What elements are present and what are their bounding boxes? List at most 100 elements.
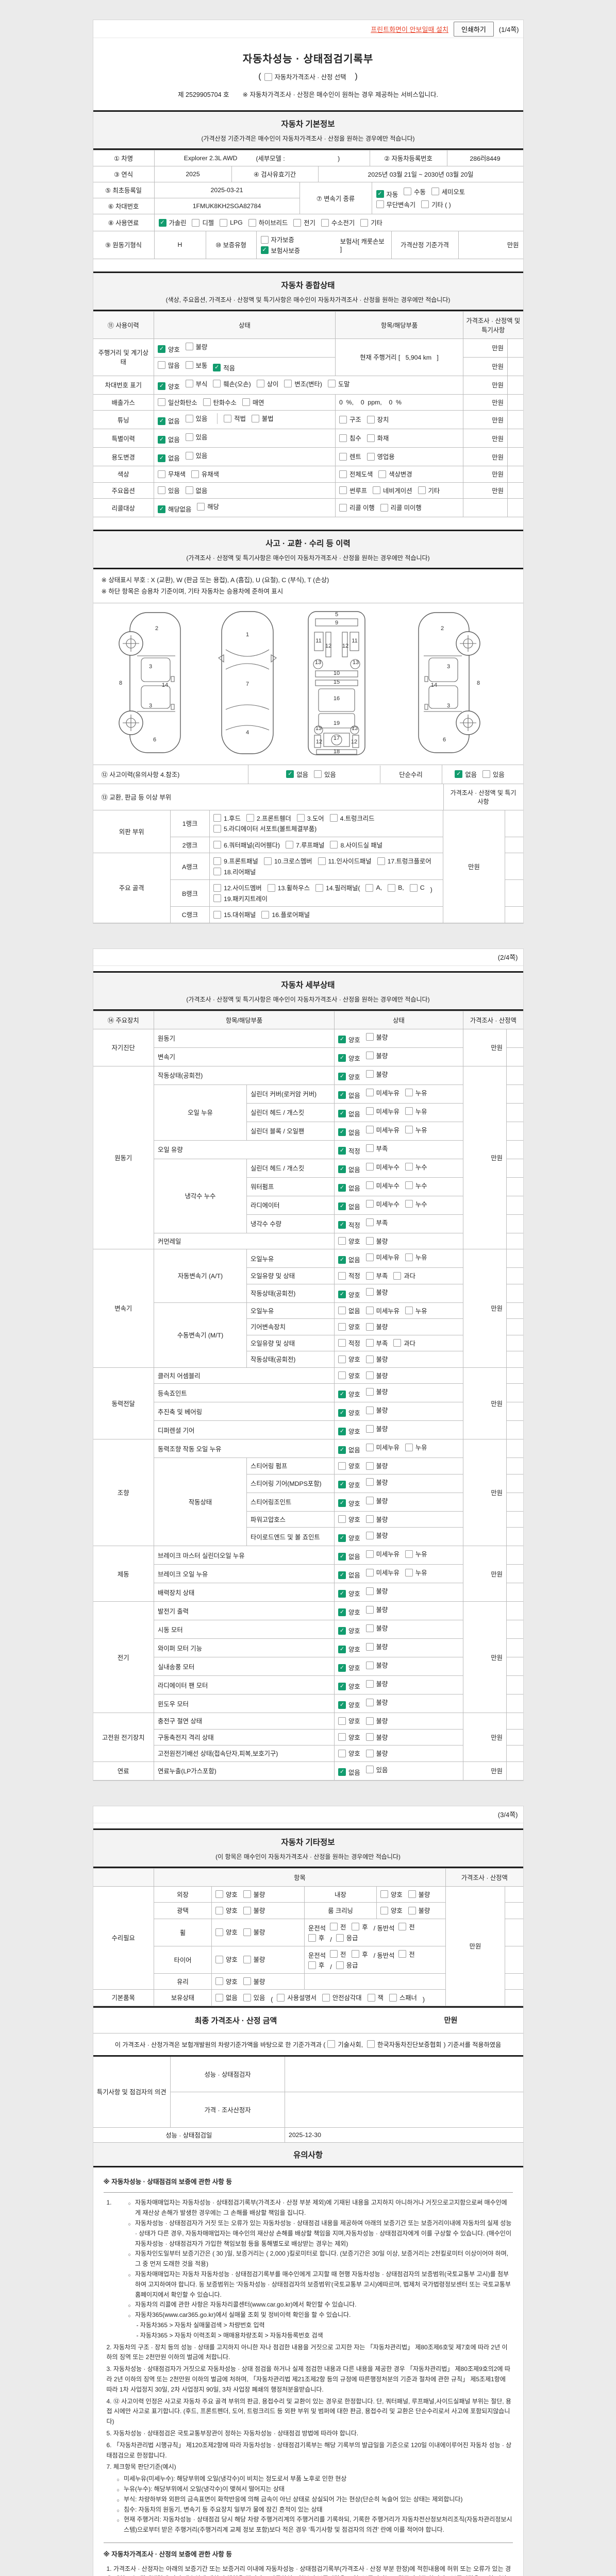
checkbox[interactable]: ✓ 양호 bbox=[338, 1663, 360, 1672]
checkbox[interactable]: 불량 bbox=[365, 1405, 388, 1415]
checkbox-option[interactable]: 수소전기 bbox=[321, 218, 355, 227]
checkbox[interactable]: 전 bbox=[329, 1922, 346, 1931]
checkbox[interactable]: ✓ 양호 bbox=[338, 1682, 360, 1691]
checkbox[interactable]: 미세누수 bbox=[365, 1199, 399, 1209]
checkbox[interactable]: 상이 bbox=[256, 379, 278, 388]
checkbox[interactable]: 10.크로스멤버 bbox=[263, 856, 312, 866]
checkbox[interactable]: 15.대쉬패널 bbox=[213, 910, 256, 919]
checkbox[interactable]: 불량 bbox=[365, 1531, 388, 1540]
checkbox[interactable]: 영업용 bbox=[367, 452, 395, 461]
checkbox[interactable]: 13.휠하우스 bbox=[267, 883, 310, 892]
checkbox[interactable]: 불량 bbox=[365, 1424, 388, 1433]
checkbox[interactable]: 불량 bbox=[365, 1287, 388, 1297]
checkbox[interactable]: 6.쿼터패널(리어휀다) bbox=[213, 840, 280, 850]
checkbox[interactable]: 불량 bbox=[365, 1387, 388, 1396]
checkbox[interactable]: 기타 bbox=[418, 486, 440, 495]
checkbox[interactable]: ✓ 양호 bbox=[338, 1700, 360, 1709]
checkbox[interactable]: 부식 bbox=[185, 379, 207, 388]
checkbox[interactable]: 18.리어패널 bbox=[213, 867, 256, 876]
checkbox[interactable]: 누유 bbox=[405, 1088, 427, 1097]
checkbox[interactable]: 미세누유 bbox=[365, 1549, 399, 1558]
checkbox[interactable]: ✓ 양호 bbox=[338, 1389, 360, 1399]
checkbox[interactable]: ✓ 없음 bbox=[338, 1183, 360, 1193]
checkbox[interactable]: 불량 bbox=[365, 1679, 388, 1688]
checkbox[interactable]: 양호 bbox=[338, 1749, 360, 1758]
checkbox[interactable]: 후 bbox=[308, 1933, 324, 1942]
checkbox[interactable]: ✓ 없음 bbox=[338, 1091, 360, 1100]
checkbox[interactable]: 누유 bbox=[405, 1107, 427, 1116]
checkbox[interactable]: 16.플로어패널 bbox=[261, 910, 310, 919]
checkbox[interactable]: 불량 bbox=[365, 1461, 388, 1470]
checkbox[interactable]: ✓ 양호 bbox=[158, 345, 180, 354]
checkbox[interactable]: 미세누유 bbox=[365, 1252, 399, 1262]
checkbox[interactable]: 8.사이드실 패널 bbox=[330, 840, 382, 850]
checkbox[interactable]: 부족 bbox=[365, 1144, 388, 1153]
checkbox-option[interactable]: 전기 bbox=[293, 218, 315, 227]
checkbox[interactable]: 장치 bbox=[367, 415, 389, 424]
checkbox[interactable]: 있음 bbox=[185, 451, 207, 460]
checkbox[interactable]: ✓ 양호 bbox=[338, 1290, 360, 1299]
checkbox-option[interactable]: 세미오토 bbox=[431, 187, 465, 196]
checkbox[interactable]: 전체도색 bbox=[339, 469, 373, 479]
checkbox[interactable]: ✓ 없음 bbox=[338, 1768, 360, 1777]
checkbox[interactable]: ✓ 없음 bbox=[158, 435, 180, 444]
checkbox[interactable]: 양호 bbox=[215, 1906, 238, 1915]
checkbox[interactable]: 사용설명서 bbox=[277, 1993, 317, 2002]
checkbox[interactable]: ✓ 없음 bbox=[338, 1255, 360, 1264]
checkbox[interactable]: ✓ 없음 bbox=[338, 1165, 360, 1174]
checkbox[interactable]: 불량 bbox=[365, 1660, 388, 1670]
checkbox-option[interactable]: ✓ 없음 bbox=[455, 770, 477, 779]
checkbox[interactable]: 불량 bbox=[365, 1623, 388, 1633]
checkbox[interactable]: ✓ 양호 bbox=[338, 1607, 360, 1617]
checkbox[interactable]: 미세누유 bbox=[365, 1306, 399, 1315]
checkbox[interactable]: 누수 bbox=[405, 1199, 427, 1209]
checkbox[interactable]: 훼손(오손) bbox=[213, 379, 251, 388]
checkbox[interactable]: 유채색 bbox=[191, 469, 219, 479]
checkbox[interactable]: 불량 bbox=[365, 1749, 388, 1758]
checkbox[interactable]: 미세누유 bbox=[365, 1443, 399, 1452]
checkbox[interactable]: A, bbox=[365, 884, 382, 892]
checkbox[interactable]: 적정 bbox=[338, 1271, 360, 1280]
checkbox[interactable]: 불량 bbox=[365, 1698, 388, 1707]
checkbox[interactable]: 양호 bbox=[215, 1955, 238, 1964]
checkbox[interactable]: 불량 bbox=[365, 1716, 388, 1725]
checkbox-option[interactable]: 있음 bbox=[482, 770, 505, 779]
checkbox[interactable]: ✓ 양호 bbox=[158, 382, 180, 391]
checkbox[interactable]: 불량 bbox=[365, 1354, 388, 1364]
checkbox-option[interactable]: 있음 bbox=[314, 770, 336, 779]
checkbox[interactable]: 누수 bbox=[405, 1181, 427, 1190]
checkbox[interactable]: 4.트렁크리드 bbox=[329, 814, 374, 823]
checkbox[interactable]: 양호 bbox=[380, 1890, 403, 1899]
checkbox[interactable]: 1.후드 bbox=[213, 814, 241, 823]
checkbox[interactable]: 보통 bbox=[185, 361, 207, 370]
checkbox[interactable]: 양호 bbox=[338, 1515, 360, 1524]
checkbox[interactable]: 있음 bbox=[158, 486, 180, 495]
checkbox[interactable]: 불량 bbox=[365, 1586, 388, 1596]
checkbox[interactable]: 미세누유 bbox=[365, 1107, 399, 1116]
checkbox[interactable]: 과다 bbox=[393, 1338, 415, 1348]
checkbox[interactable]: 불량 bbox=[243, 1977, 265, 1986]
checkbox[interactable]: ✓ 양호 bbox=[338, 1408, 360, 1417]
checkbox[interactable]: ✓ 적정 bbox=[338, 1146, 360, 1156]
checkbox[interactable]: 화재 bbox=[367, 433, 389, 443]
checkbox[interactable]: ✓ 없음 bbox=[338, 1202, 360, 1211]
checkbox[interactable]: C bbox=[409, 884, 425, 892]
checkbox[interactable]: 무채색 bbox=[158, 469, 186, 479]
checkbox[interactable]: ✓ 적음 bbox=[213, 363, 235, 372]
checkbox[interactable]: 누유 bbox=[405, 1252, 427, 1262]
checkbox-option[interactable]: 기타 bbox=[360, 218, 382, 227]
checkbox[interactable]: 리콜 미이행 bbox=[380, 503, 422, 512]
checkbox[interactable]: 양호 bbox=[215, 1890, 238, 1899]
checkbox[interactable]: 리콜 이행 bbox=[339, 503, 375, 512]
checkbox[interactable]: ✓ 양호 bbox=[338, 1072, 360, 1081]
checkbox[interactable]: 불량 bbox=[243, 1927, 265, 1937]
checkbox[interactable]: ✓ 양호 bbox=[338, 1533, 360, 1543]
checkbox[interactable]: ✓ 양호 bbox=[338, 1645, 360, 1654]
standard-book-checkbox[interactable]: 기술사회, bbox=[327, 2040, 363, 2049]
checkbox[interactable]: ✓ 없음 bbox=[338, 1570, 360, 1580]
checkbox[interactable]: ✓ 양호 bbox=[338, 1054, 360, 1063]
checkbox[interactable]: 응급 bbox=[336, 1960, 358, 1970]
checkbox[interactable]: ✓ 없음 bbox=[338, 1128, 360, 1137]
checkbox[interactable]: 렌트 bbox=[339, 452, 361, 461]
checkbox[interactable]: 9.프론트패널 bbox=[213, 856, 258, 866]
